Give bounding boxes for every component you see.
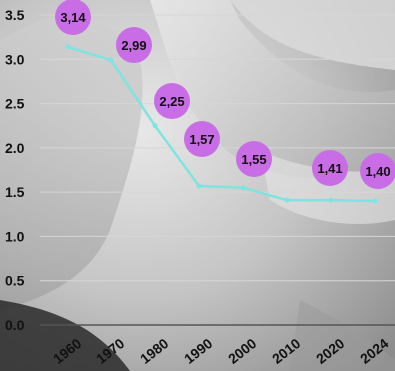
x-tick-label: 1980 — [137, 335, 172, 367]
x-tick-label: 2000 — [225, 335, 260, 367]
data-label-bubble — [312, 150, 348, 186]
data-point — [240, 185, 246, 191]
data-point — [284, 197, 290, 203]
y-tick-label: 2.0 — [5, 140, 25, 156]
x-tick-label: 2020 — [313, 335, 348, 367]
y-tick-label: 3.5 — [5, 7, 25, 23]
data-label: 2,99 — [121, 38, 146, 53]
data-point — [196, 183, 202, 189]
x-axis: 1960 1970 1980 1990 2000 2010 2020 2024 — [50, 335, 392, 367]
data-label-bubble — [360, 153, 395, 189]
data-label: 3,14 — [60, 10, 86, 25]
data-label: 1,55 — [241, 152, 266, 167]
x-tick-label: 1970 — [93, 335, 128, 367]
y-tick-label: 0.5 — [5, 273, 25, 289]
grid-lines — [40, 14, 395, 326]
data-label-bubble — [184, 121, 220, 157]
y-tick-label: 3.0 — [5, 51, 25, 67]
data-point — [65, 44, 71, 50]
x-tick-label: 2010 — [269, 335, 304, 367]
y-tick-label: 1.0 — [5, 228, 25, 244]
y-axis: 0.0 0.5 1.0 1.5 2.0 2.5 3.0 3.5 — [5, 7, 25, 333]
y-tick-label: 0.0 — [5, 317, 25, 333]
data-label-bubble — [236, 141, 272, 177]
data-point — [152, 123, 158, 129]
data-label: 1,41 — [317, 161, 342, 176]
data-label: 1,57 — [189, 132, 214, 147]
data-point — [372, 198, 378, 204]
data-point — [328, 197, 334, 203]
data-labels: 3,14 2,99 2,25 1,57 1,55 1,41 1,40 — [55, 0, 395, 189]
series-line-path — [67, 45, 376, 203]
data-label-bubble — [116, 27, 152, 63]
series-line — [67, 45, 376, 203]
data-label-bubble — [154, 83, 190, 119]
x-tick-label: 1960 — [50, 335, 85, 367]
data-point — [108, 57, 114, 63]
data-label: 1,40 — [365, 164, 390, 179]
x-tick-label: 1990 — [181, 335, 216, 367]
data-label: 2,25 — [159, 94, 184, 109]
y-tick-label: 2.5 — [5, 96, 25, 112]
x-tick-label: 2024 — [357, 335, 392, 367]
data-label-bubble — [55, 0, 91, 35]
y-tick-label: 1.5 — [5, 184, 25, 200]
data-points — [65, 44, 378, 204]
